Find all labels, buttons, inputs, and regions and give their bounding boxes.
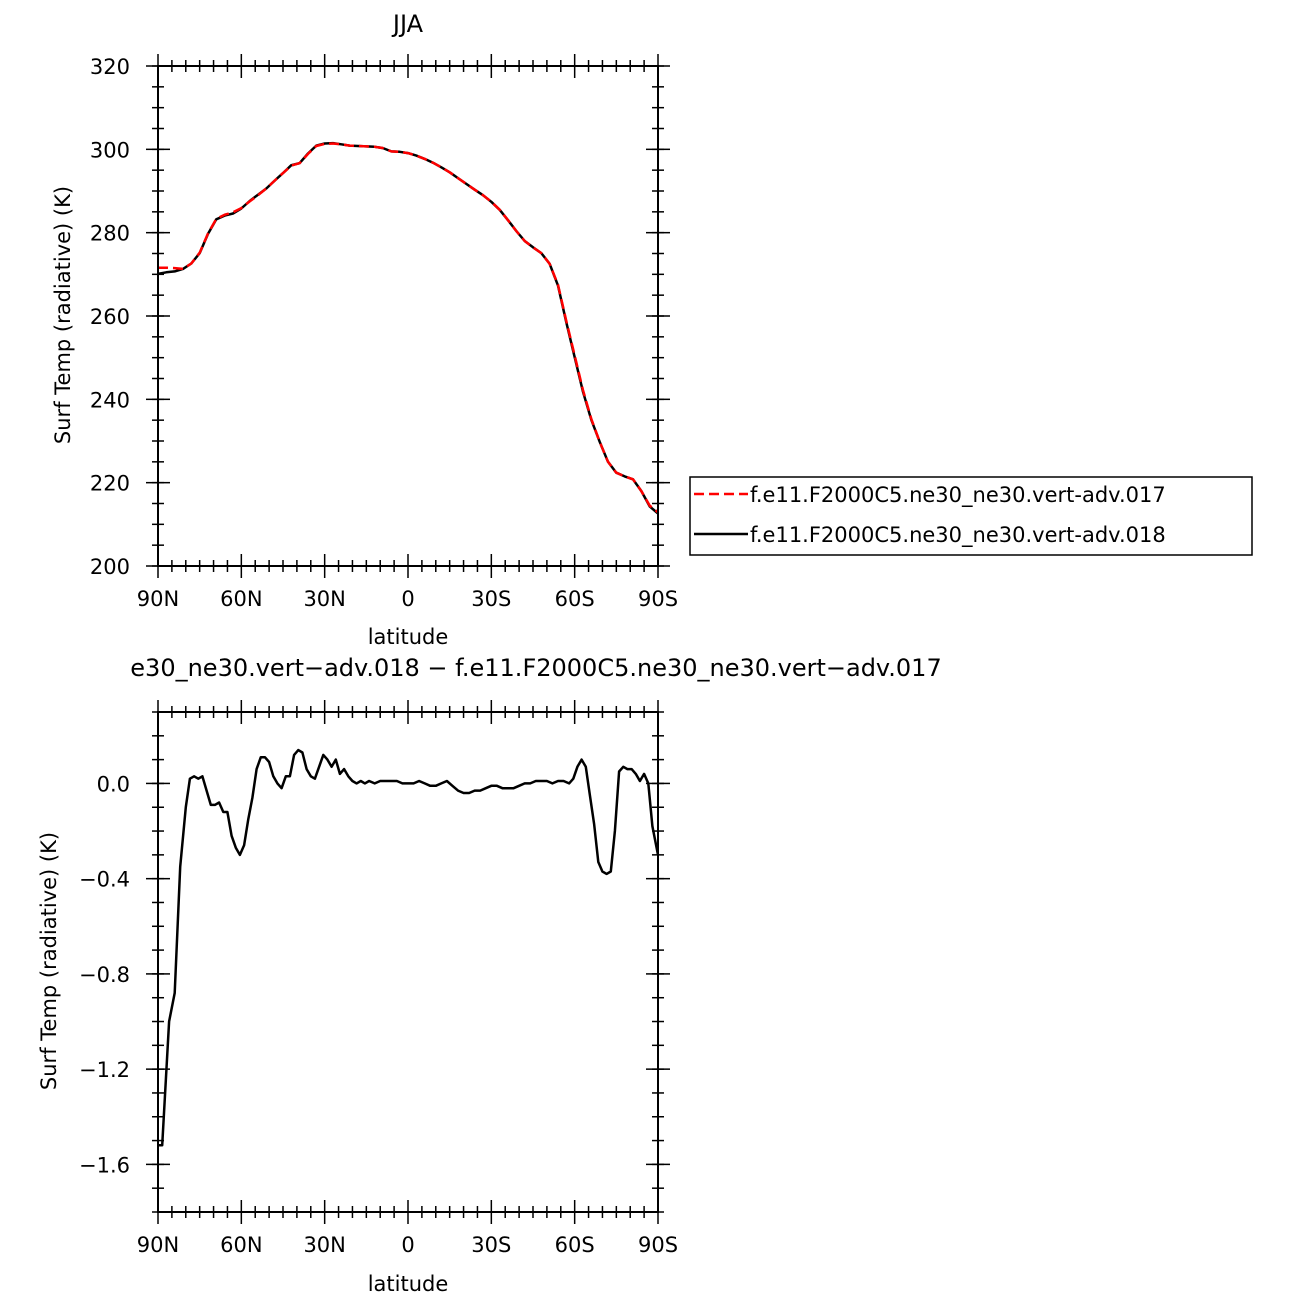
y-tick-label: −0.8	[79, 963, 130, 987]
bottom-panel-xlabel: latitude	[368, 1272, 449, 1296]
legend: f.e11.F2000C5.ne30_ne30.vert-adv.017 f.e…	[689, 476, 1253, 556]
legend-box	[689, 476, 1253, 556]
x-tick-label: 60N	[220, 1233, 262, 1257]
x-tick-label: 30N	[303, 1233, 345, 1257]
top-panel-ylabel: Surf Temp (radiative) (K)	[51, 186, 75, 444]
y-tick-label: 320	[90, 55, 130, 79]
x-tick-label: 30S	[471, 1233, 511, 1257]
y-tick-label: 300	[90, 138, 130, 162]
top-panel-title: JJA	[391, 10, 424, 38]
x-tick-label: 60N	[220, 587, 262, 611]
bottom-panel-title: e30_ne30.vert−adv.018 − f.e11.F2000C5.ne…	[130, 654, 941, 682]
x-tick-label: 60S	[555, 1233, 595, 1257]
top-panel-series-line-0	[158, 142, 659, 514]
y-tick-label: 260	[90, 305, 130, 329]
y-tick-label: 240	[90, 388, 130, 412]
y-tick-label: 280	[90, 222, 130, 246]
legend-label-018: f.e11.F2000C5.ne30_ne30.vert-adv.018	[750, 523, 1166, 548]
y-tick-label: 0.0	[97, 772, 130, 796]
y-tick-label: 200	[90, 555, 130, 579]
top-panel-ticks: 90N 60N 30N 0 30S 60S 90S 200 220 240 260 280 300 320	[90, 54, 678, 611]
bottom-panel-frame	[157, 711, 659, 1213]
x-tick-label: 30S	[471, 587, 511, 611]
top-panel-series-line-1	[157, 141, 659, 515]
x-tick-label: 90N	[137, 587, 179, 611]
top-panel-frame	[157, 65, 659, 567]
x-tick-label: 30N	[303, 587, 345, 611]
top-panel-xlabel: latitude	[368, 625, 449, 649]
bottom-panel: e30_ne30.vert−adv.018 − f.e11.F2000C5.ne…	[37, 654, 942, 1296]
top-panel: JJA Surf Temp (radiative) (K) latitude 9…	[51, 10, 678, 649]
y-tick-label: 220	[90, 472, 130, 496]
y-tick-label: −0.4	[79, 868, 130, 892]
y-tick-label: −1.2	[79, 1058, 130, 1082]
bottom-panel-series-line-0	[158, 748, 660, 1147]
x-tick-label: 60S	[555, 587, 595, 611]
y-tick-label: −1.6	[79, 1153, 130, 1177]
bottom-panel-series	[158, 748, 660, 1147]
top-panel-series	[157, 141, 659, 515]
x-tick-label: 0	[401, 1233, 414, 1257]
x-tick-label: 90S	[638, 1233, 678, 1257]
bottom-panel-ylabel: Surf Temp (radiative) (K)	[37, 832, 61, 1090]
x-tick-label: 90N	[137, 1233, 179, 1257]
legend-label-017: f.e11.F2000C5.ne30_ne30.vert-adv.017	[750, 483, 1166, 508]
x-tick-label: 0	[401, 587, 414, 611]
x-tick-label: 90S	[638, 587, 678, 611]
